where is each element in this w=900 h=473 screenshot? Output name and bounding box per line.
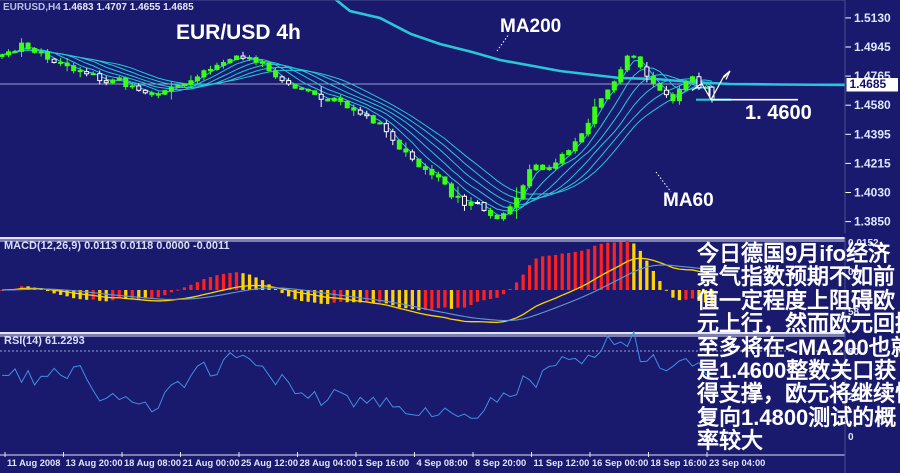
svg-text:RSI(14) 61.2293: RSI(14) 61.2293 xyxy=(4,335,85,347)
svg-text:1.4395: 1.4395 xyxy=(854,127,891,141)
svg-text:13 Aug 20:00: 13 Aug 20:00 xyxy=(66,458,123,468)
svg-text:1 Sep 16:00: 1 Sep 16:00 xyxy=(358,458,409,468)
svg-text:16 Sep 00:00: 16 Sep 00:00 xyxy=(592,458,648,468)
svg-text:1.4215: 1.4215 xyxy=(854,156,891,170)
svg-text:11 Sep 12:00: 11 Sep 12:00 xyxy=(534,458,590,468)
svg-text:1.4683 1.4707 1.4655 1.4685: 1.4683 1.4707 1.4655 1.4685 xyxy=(63,2,194,13)
svg-text:1. 4600: 1. 4600 xyxy=(745,102,812,124)
svg-text:1.4580: 1.4580 xyxy=(854,98,891,112)
svg-text:11 Aug 2008: 11 Aug 2008 xyxy=(7,458,60,468)
svg-text:1.3850: 1.3850 xyxy=(854,215,891,229)
svg-text:EUR/USD 4h: EUR/USD 4h xyxy=(176,21,301,44)
svg-text:MA60: MA60 xyxy=(663,190,714,211)
svg-text:EURUSD,H4: EURUSD,H4 xyxy=(3,2,61,13)
svg-text:25 Aug 12:00: 25 Aug 12:00 xyxy=(241,458,298,468)
svg-text:21 Aug 00:00: 21 Aug 00:00 xyxy=(183,458,240,468)
svg-text:1.5130: 1.5130 xyxy=(854,11,891,25)
svg-text:18 Aug 08:00: 18 Aug 08:00 xyxy=(124,458,181,468)
svg-text:MACD(12,26,9) 0.0113 0.0118 0.: MACD(12,26,9) 0.0113 0.0118 0.0000 -0.00… xyxy=(4,240,230,252)
svg-text:4 Sep 08:00: 4 Sep 08:00 xyxy=(417,458,468,468)
svg-text:8 Sep 20:00: 8 Sep 20:00 xyxy=(475,458,526,468)
svg-text:1.4945: 1.4945 xyxy=(854,40,891,54)
svg-text:MA200: MA200 xyxy=(500,16,561,37)
svg-text:28 Aug 04:00: 28 Aug 04:00 xyxy=(300,458,357,468)
svg-text:1.4685: 1.4685 xyxy=(850,77,887,91)
svg-text:1.4030: 1.4030 xyxy=(854,186,891,200)
